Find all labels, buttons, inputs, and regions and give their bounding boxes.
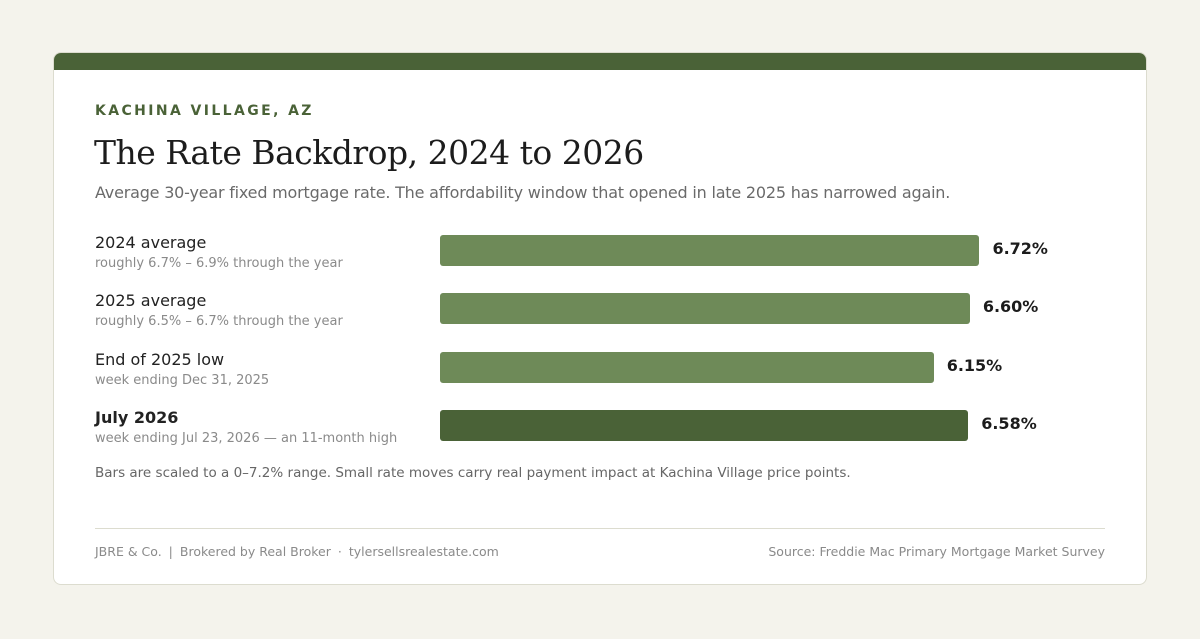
source-credit: Source: Freddie Mac Primary Mortgage Mar… bbox=[768, 544, 1105, 559]
value-label: 6.58% bbox=[981, 413, 1037, 433]
footnote: Bars are scaled to a 0–7.2% range. Small… bbox=[95, 465, 851, 481]
value-label: 6.60% bbox=[982, 297, 1039, 317]
category-label: End of 2025 low bbox=[95, 349, 225, 369]
footer-credits: JBRE & Co. | Brokered by Real Broker · tyler… bbox=[95, 544, 499, 559]
broker-text: Brokered by Real Broker bbox=[179, 544, 331, 559]
bar bbox=[440, 293, 970, 325]
category-label: July 2026 bbox=[95, 407, 179, 427]
footer-dot: · bbox=[337, 544, 342, 559]
bar-row: 2024 average roughly 6.7% – 6.9% through … bbox=[54, 233, 1146, 273]
bar-row: July 2026 week ending Jul 23, 2026 — an 1… bbox=[54, 408, 1146, 448]
category-note: week ending Dec 31, 2025 bbox=[95, 372, 270, 388]
location-eyebrow: KACHINA VILLAGE, AZ bbox=[95, 103, 314, 119]
brand-name: JBRE & Co. bbox=[95, 544, 162, 559]
bar-row: End of 2025 low week ending Dec 31, 2025 6… bbox=[54, 350, 1146, 390]
chart-card: KACHINA VILLAGE, AZ The Rate Backdrop, 2… bbox=[53, 52, 1147, 585]
category-note: roughly 6.5% – 6.7% through the year bbox=[95, 314, 343, 330]
category-label: 2024 average bbox=[95, 233, 207, 252]
category-note: week ending Jul 23, 2026 — an 11-month h… bbox=[95, 430, 398, 446]
accent-bar bbox=[54, 53, 1146, 70]
category-label: 2025 average bbox=[95, 291, 207, 311]
category-note: roughly 6.7% – 6.9% through the year bbox=[95, 256, 343, 271]
footer-divider bbox=[95, 528, 1105, 529]
footer-separator: | bbox=[168, 544, 173, 559]
chart-title: The Rate Backdrop, 2024 to 2026 bbox=[94, 133, 644, 172]
website-link[interactable]: tylersellsrealestate.com bbox=[348, 544, 499, 559]
value-label: 6.15% bbox=[946, 355, 1003, 375]
value-label: 6.72% bbox=[992, 239, 1048, 258]
bar-row: 2025 average roughly 6.5% – 6.7% through … bbox=[54, 291, 1146, 331]
bar bbox=[440, 409, 969, 441]
chart-subtitle: Average 30-year fixed mortgage rate. The… bbox=[95, 183, 951, 202]
bar bbox=[440, 235, 980, 266]
bar bbox=[440, 351, 934, 383]
